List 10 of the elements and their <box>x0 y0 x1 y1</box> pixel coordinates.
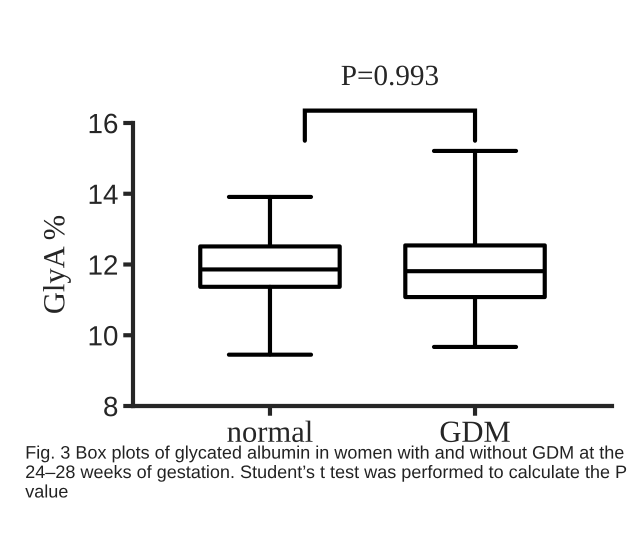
caption: Fig. 3 Box plots of glycated albumin in women with and without GDM at the 24–28 weeks of gestation. Student’s t test was performed to calculate the P value <box>25 446 626 498</box>
x-tick-label: normal <box>227 420 313 442</box>
y-tick-label: 16 <box>90 114 118 134</box>
y-tick-label: 14 <box>90 184 118 204</box>
y-tick-label: 12 <box>90 255 118 275</box>
y-axis-title: GlyA % <box>43 216 71 313</box>
x-tick-label: GDM <box>440 422 510 442</box>
y-tick-label: 10 <box>90 326 118 346</box>
y-tick-label: 8 <box>104 396 118 416</box>
text: P=0.993 <box>342 66 438 86</box>
